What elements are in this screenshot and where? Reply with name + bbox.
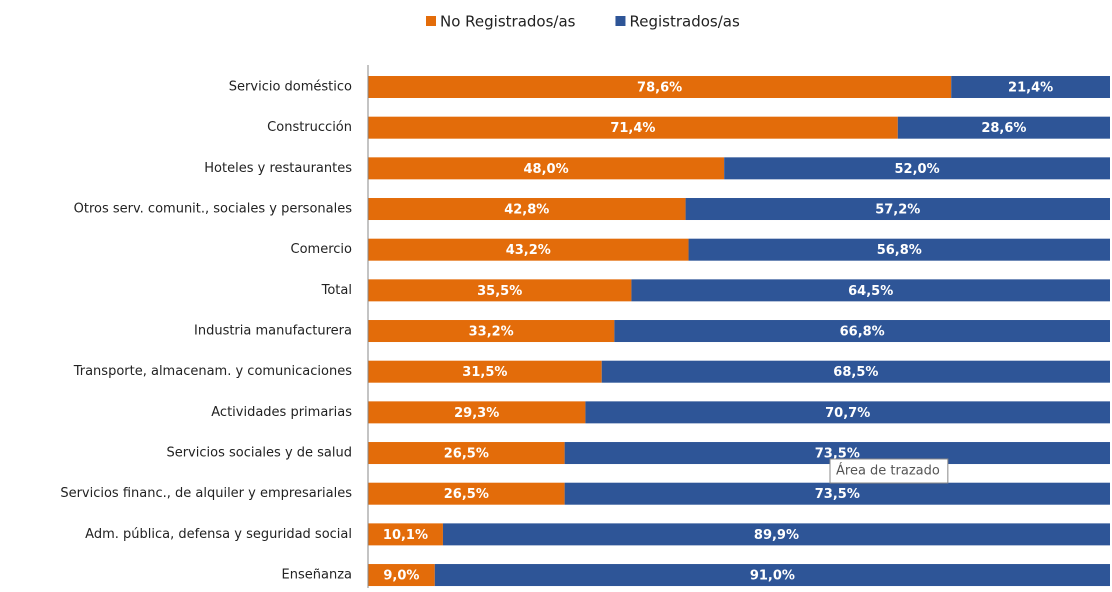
value-label: 73,5% <box>815 487 860 502</box>
legend-label: No Registrados/as <box>440 13 576 31</box>
bar-segment <box>564 482 1110 505</box>
value-label: 64,5% <box>848 284 893 299</box>
value-label: 33,2% <box>469 325 514 340</box>
category-label: Servicio doméstico <box>229 80 352 95</box>
category-label: Industria manufacturera <box>194 324 352 339</box>
tooltip: Área de trazado <box>829 458 949 484</box>
value-label: 35,5% <box>477 284 522 299</box>
bar-segment <box>685 198 1110 221</box>
value-label: 43,2% <box>506 243 551 258</box>
bar-segment <box>434 564 1110 587</box>
category-label: Servicios sociales y de salud <box>166 446 352 461</box>
value-label: 29,3% <box>454 406 499 421</box>
bar-segment <box>368 198 686 221</box>
bar-segment <box>368 360 602 383</box>
value-label: 57,2% <box>875 203 920 218</box>
value-label: 66,8% <box>840 325 885 340</box>
bar-segment <box>368 564 435 587</box>
value-label: 31,5% <box>462 365 507 380</box>
bar-segment <box>368 76 952 98</box>
bar-segment <box>688 238 1110 261</box>
value-label: 48,0% <box>524 162 569 177</box>
value-label: 9,0% <box>383 569 419 584</box>
legend-label: Registrados/as <box>629 13 739 31</box>
value-label: 71,4% <box>610 121 655 136</box>
tooltip-box <box>829 458 949 484</box>
bar-segment <box>614 320 1110 343</box>
bar-segment <box>601 360 1110 383</box>
bar-segment <box>442 523 1110 546</box>
value-label: 26,5% <box>444 447 489 462</box>
bar-segment <box>368 116 898 139</box>
bar-segment <box>368 523 443 546</box>
bar-segment <box>951 76 1110 98</box>
value-label: 21,4% <box>1008 81 1053 96</box>
category-label: Otros serv. comunit., sociales y persona… <box>74 202 353 217</box>
category-label: Hoteles y restaurantes <box>204 161 352 176</box>
category-label: Construcción <box>267 120 352 135</box>
value-label: 52,0% <box>895 162 940 177</box>
value-label: 70,7% <box>825 406 870 421</box>
category-label: Comercio <box>291 242 353 257</box>
legend-swatch <box>615 16 626 26</box>
legend-swatch <box>426 16 436 26</box>
bar-segment <box>368 482 565 505</box>
value-label: 73,5% <box>815 447 860 462</box>
value-label: 10,1% <box>383 528 428 543</box>
value-label: 89,9% <box>754 528 799 543</box>
bar-segment <box>368 442 565 465</box>
category-label: Adm. pública, defensa y seguridad social <box>85 527 352 542</box>
value-label: 42,8% <box>504 203 549 218</box>
category-label: Transporte, almacenam. y comunicaciones <box>73 364 352 379</box>
value-label: 28,6% <box>981 121 1026 136</box>
value-label: 26,5% <box>444 487 489 502</box>
bar-segment <box>368 320 615 343</box>
value-label: 91,0% <box>750 569 795 584</box>
value-label: 78,6% <box>637 81 682 96</box>
bar-segment <box>368 157 725 180</box>
bar-segment <box>585 401 1110 424</box>
category-label: Total <box>321 283 352 298</box>
value-label: 68,5% <box>833 365 878 380</box>
bar-segment <box>368 401 586 424</box>
bar-segment <box>368 279 632 302</box>
bar-segment <box>368 238 689 261</box>
category-label: Actividades primarias <box>211 405 352 420</box>
bar-segment <box>897 116 1110 139</box>
category-label: Enseñanza <box>282 568 352 583</box>
bar-segment <box>724 157 1110 180</box>
bar-segment <box>631 279 1110 302</box>
tooltip-text: Área de trazado <box>836 463 940 479</box>
category-label: Servicios financ., de alquiler y empresa… <box>60 486 352 501</box>
bar-segment <box>564 442 1110 465</box>
value-label: 56,8% <box>877 243 922 258</box>
